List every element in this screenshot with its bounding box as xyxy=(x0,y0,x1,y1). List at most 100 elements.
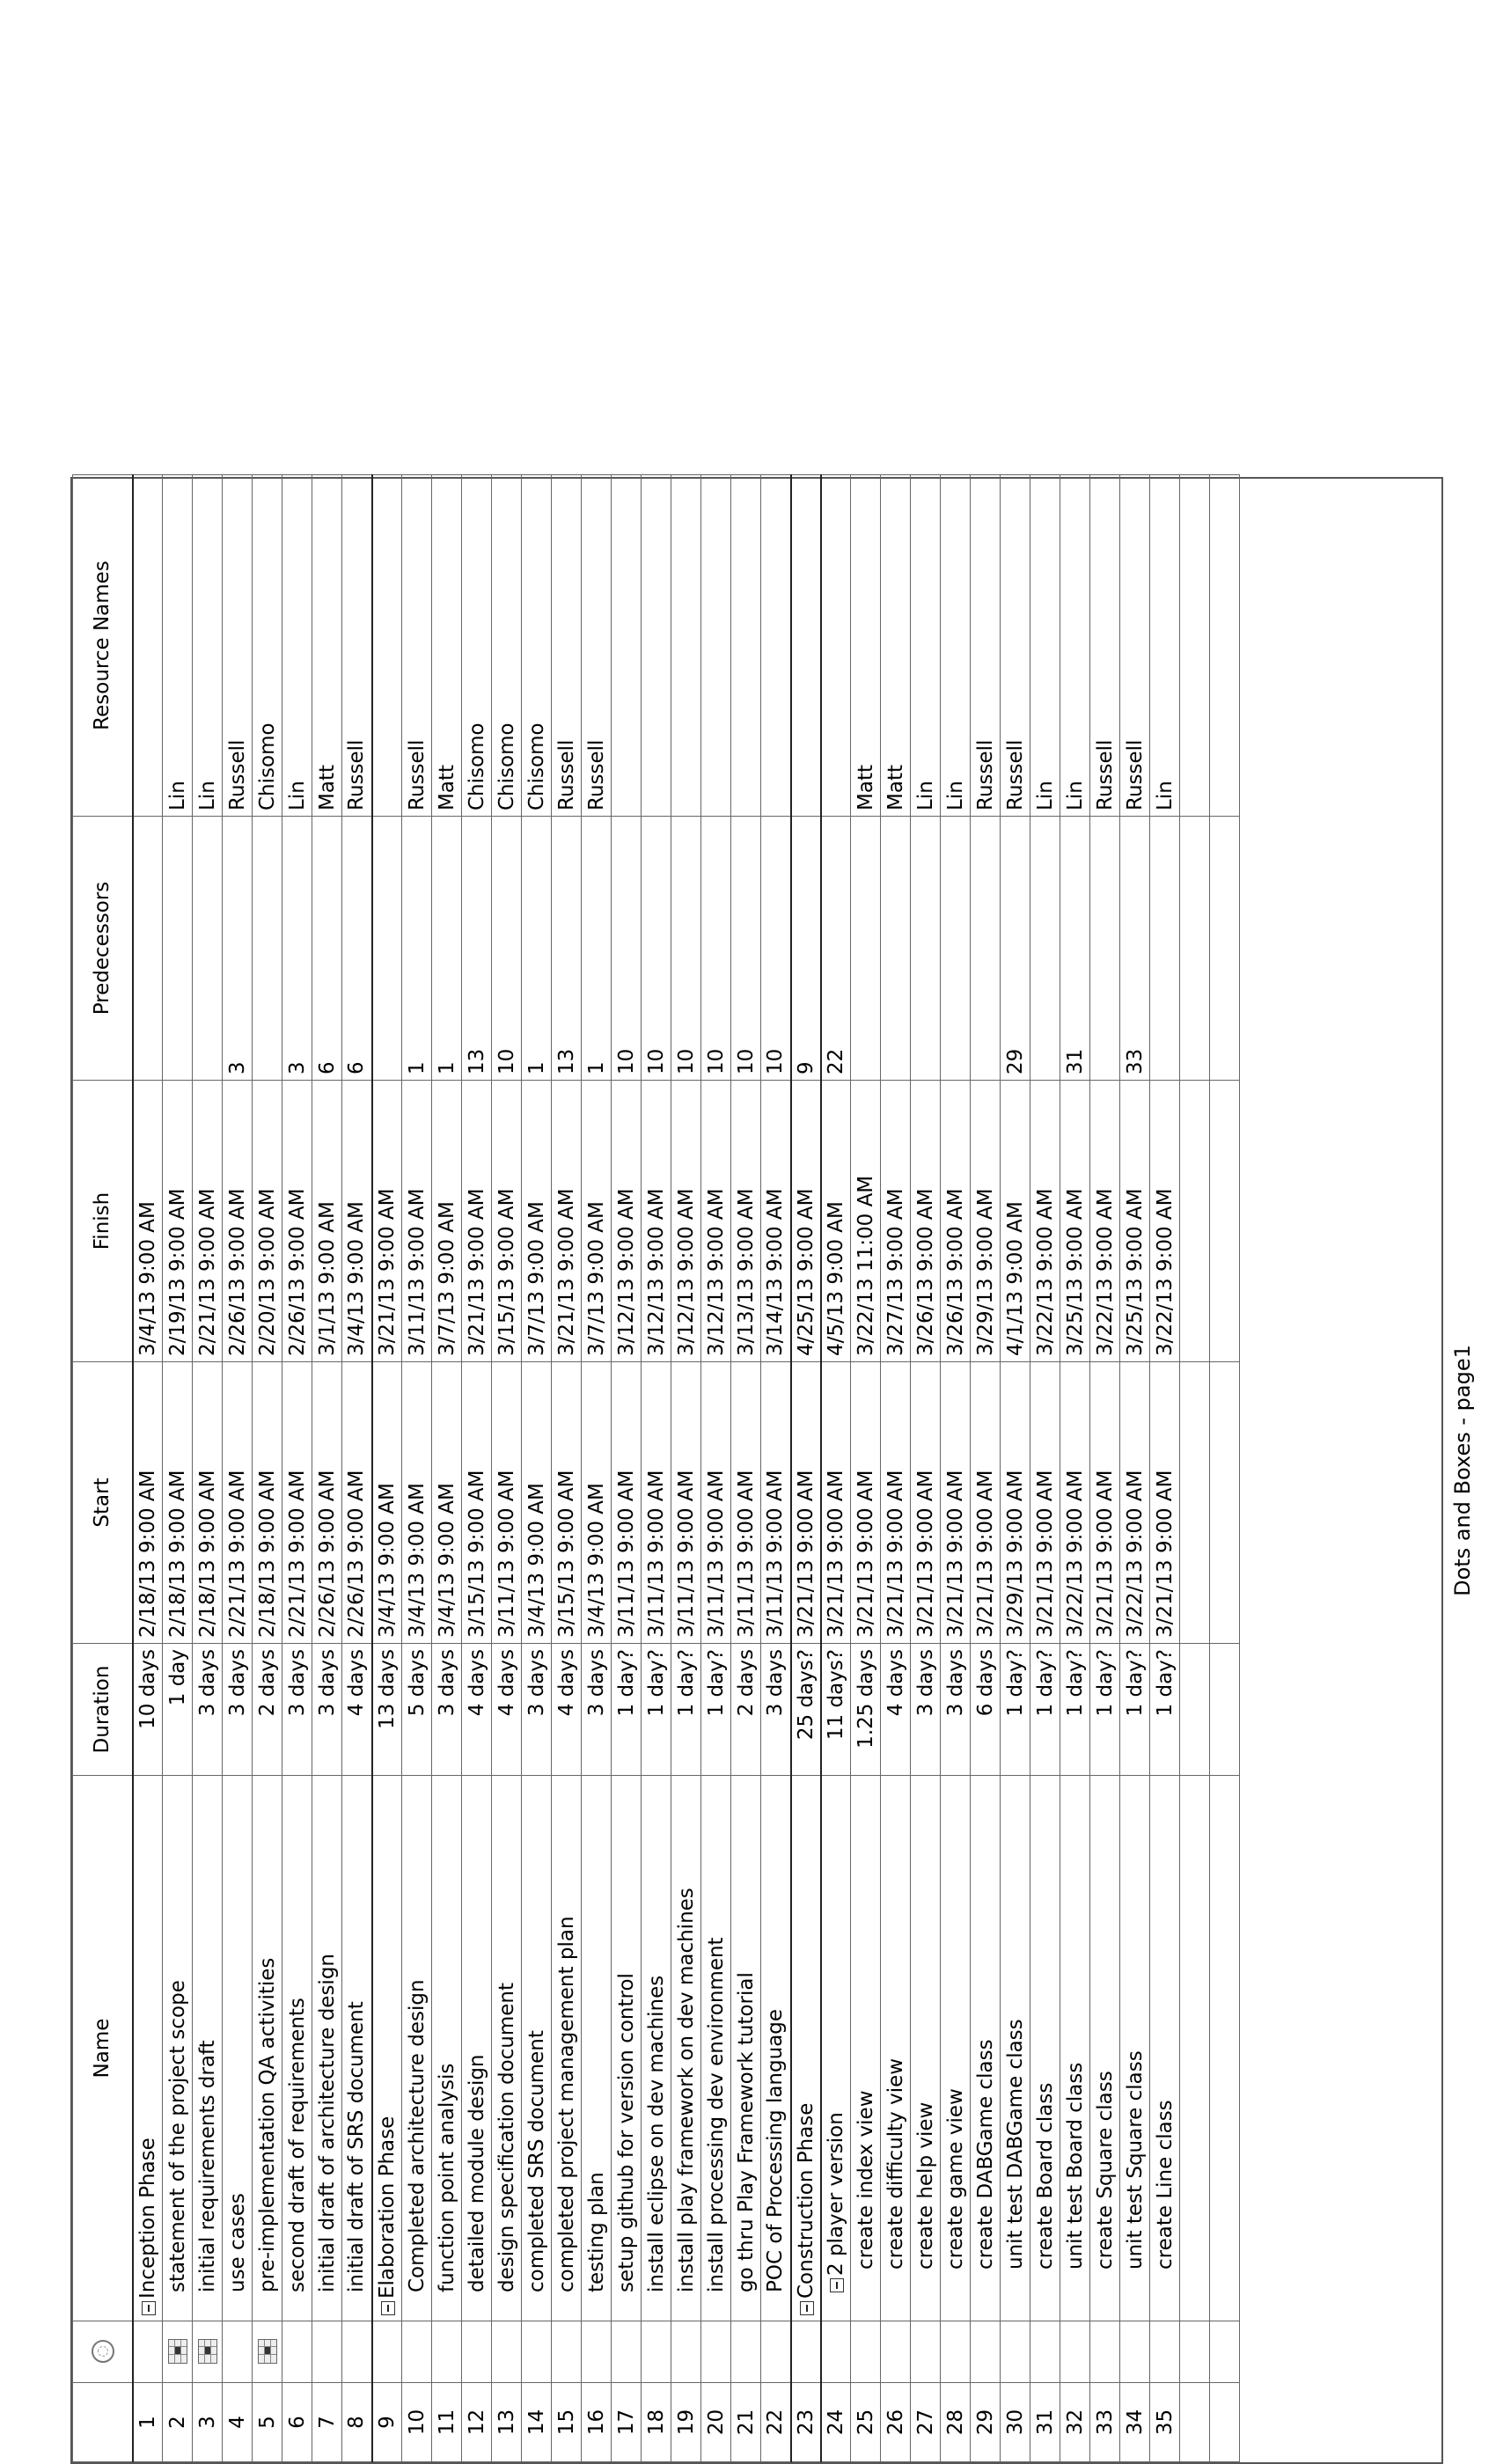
task-name: Construction Phase xyxy=(794,2102,818,2299)
indicator-cell xyxy=(850,2321,881,2383)
indicator-cell xyxy=(790,2321,821,2383)
table-row[interactable]: 14 completed SRS document 3 days 3/4/13 9:0… xyxy=(521,474,552,2462)
table-row[interactable]: 7 initial draft of architecture design 3 d… xyxy=(312,474,342,2462)
indicator-cell xyxy=(431,2321,462,2383)
header-row: Name Duration Start Finish Predecessors … xyxy=(72,474,133,2462)
task-duration-cell: 4 days xyxy=(341,1643,372,1776)
table-row[interactable]: 20 install processing dev environment 1 da… xyxy=(700,474,731,2462)
collapse-toggle-icon[interactable] xyxy=(380,2301,395,2315)
task-duration-cell: 1 day? xyxy=(641,1643,671,1776)
table-row[interactable]: 11 function point analysis 3 days 3/4/13 9:… xyxy=(431,474,462,2462)
collapse-toggle-icon[interactable] xyxy=(799,2301,814,2315)
indicator-cell xyxy=(132,2321,163,2383)
page-footer: Dots and Boxes - page1 xyxy=(1450,1345,1475,1596)
task-predecessors-cell: 10 xyxy=(700,816,731,1081)
table-row[interactable]: 23 Construction Phase 25 days? 3/21/13 9:00… xyxy=(790,474,821,2462)
task-resources-cell: Russell xyxy=(401,474,432,817)
table-row[interactable]: 31 create Board class 1 day? 3/21/13 9:00 A… xyxy=(1030,474,1060,2462)
notes-indicator-icon[interactable] xyxy=(168,2339,187,2365)
task-name: create DABGame class xyxy=(973,2039,997,2270)
blank-row xyxy=(1209,474,1240,2462)
table-row[interactable]: 13 design specification document 4 days 3/1… xyxy=(491,474,522,2462)
table-row[interactable]: 22 POC of Processing language 3 days 3/11/1… xyxy=(760,474,791,2462)
task-name: Elaboration Phase xyxy=(375,2116,399,2299)
task-duration-cell: 13 days xyxy=(371,1643,402,1776)
indicator-cell xyxy=(1060,2321,1090,2383)
table-row[interactable]: 26 create difficulty view 4 days 3/21/13 9:… xyxy=(880,474,911,2462)
table-row[interactable]: 27 create help view 3 days 3/21/13 9:00 AM 3… xyxy=(910,474,941,2462)
task-start-cell: 3/21/13 9:00 AM xyxy=(970,1361,1001,1644)
task-predecessors-cell: 33 xyxy=(1119,816,1150,1081)
col-header-duration: Duration xyxy=(72,1643,133,1776)
task-duration-cell: 4 days xyxy=(551,1643,582,1776)
indicator-cell xyxy=(940,2321,971,2383)
task-resources-cell: Lin xyxy=(1060,474,1090,817)
task-name: create Board class xyxy=(1033,2082,1057,2270)
table-row[interactable]: 19 install play framework on dev machines… xyxy=(671,474,701,2462)
task-predecessors-cell: 1 xyxy=(431,816,462,1081)
table-row[interactable]: 32 unit test Board class 1 day? 3/22/13 9:0… xyxy=(1060,474,1090,2462)
task-name-cell: unit test Board class xyxy=(1060,1775,1090,2321)
table-row[interactable]: 33 create Square class 1 day? 3/21/13 9:00 … xyxy=(1089,474,1120,2462)
table-row[interactable]: 35 create Line class 1 day? 3/21/13 9:00 AM… xyxy=(1149,474,1180,2462)
table-row[interactable]: 16 testing plan 3 days 3/4/13 9:00 AM 3/7/13… xyxy=(581,474,612,2462)
task-id-cell: 13 xyxy=(491,2382,522,2462)
table-row[interactable]: 2 statement of the project scope 1 day 2/18… xyxy=(162,474,193,2462)
blank-cell xyxy=(1209,2382,1240,2462)
table-row[interactable]: 18 install eclipse on dev machines 1 day? 3… xyxy=(641,474,671,2462)
col-header-resources: Resource Names xyxy=(72,474,133,817)
table-row[interactable]: 4 use cases 3 days 2/21/13 9:00 AM 2/26/13 9… xyxy=(222,474,253,2462)
task-name-cell: create index view xyxy=(850,1775,881,2321)
notes-indicator-icon[interactable] xyxy=(198,2339,217,2365)
task-start-cell: 3/22/13 9:00 AM xyxy=(1060,1361,1090,1644)
table-row[interactable]: 17 setup github for version control 1 day?… xyxy=(611,474,642,2462)
task-finish-cell: 3/22/13 9:00 AM xyxy=(1030,1080,1060,1362)
table-row[interactable]: 6 second draft of requirements 3 days 2/21/… xyxy=(282,474,312,2462)
table-row[interactable]: 34 unit test Square class 1 day? 3/22/13 9:… xyxy=(1119,474,1150,2462)
task-finish-cell: 2/26/13 9:00 AM xyxy=(222,1080,253,1362)
task-id-cell: 15 xyxy=(551,2382,582,2462)
task-duration-cell: 3 days xyxy=(192,1643,223,1776)
task-predecessors-cell: 13 xyxy=(551,816,582,1081)
task-predecessors-cell: 6 xyxy=(341,816,372,1081)
table-row[interactable]: 3 initial requirements draft 3 days 2/18/13… xyxy=(192,474,223,2462)
task-duration-cell: 25 days? xyxy=(790,1643,821,1776)
table-row[interactable]: 1 Inception Phase 10 days 2/18/13 9:00 AM 3/… xyxy=(132,474,163,2462)
table-row[interactable]: 12 detailed module design 4 days 3/15/13 9:… xyxy=(461,474,492,2462)
task-name: create game view xyxy=(943,2088,967,2270)
table-row[interactable]: 29 create DABGame class 6 days 3/21/13 9:00… xyxy=(970,474,1001,2462)
task-finish-cell: 4/25/13 9:00 AM xyxy=(790,1080,821,1362)
table-row[interactable]: 24 2 player version 11 days? 3/21/13 9:00 A… xyxy=(820,474,851,2462)
task-start-cell: 3/22/13 9:00 AM xyxy=(1119,1361,1150,1644)
task-resources-cell: Chisomo xyxy=(461,474,492,817)
task-name-cell: create Line class xyxy=(1149,1775,1180,2321)
table-row[interactable]: 10 Completed architecture design 5 days 3/4… xyxy=(401,474,432,2462)
table-row[interactable]: 5 pre-implementation QA activities 2 days 2… xyxy=(252,474,282,2462)
indicator-cell xyxy=(671,2321,701,2383)
task-name: unit test DABGame class xyxy=(1003,2019,1027,2270)
collapse-toggle-icon[interactable] xyxy=(829,2278,844,2292)
collapse-toggle-icon[interactable] xyxy=(141,2301,156,2315)
task-predecessors-cell: 10 xyxy=(671,816,701,1081)
task-predecessors-cell: 1 xyxy=(521,816,552,1081)
task-start-cell: 3/21/13 9:00 AM xyxy=(910,1361,941,1644)
table-row[interactable]: 28 create game view 3 days 3/21/13 9:00 AM 3… xyxy=(940,474,971,2462)
blank-cell xyxy=(1179,474,1210,817)
table-row[interactable]: 25 create index view 1.25 days 3/21/13 9:00… xyxy=(850,474,881,2462)
blank-cell xyxy=(1209,816,1240,1081)
indicator-cell xyxy=(611,2321,642,2383)
notes-indicator-icon[interactable] xyxy=(258,2339,277,2365)
table-row[interactable]: 30 unit test DABGame class 1 day? 3/29/13 9… xyxy=(1000,474,1030,2462)
blank-row xyxy=(1179,474,1210,2462)
table-row[interactable]: 15 completed project management plan 4 day… xyxy=(551,474,582,2462)
table-row[interactable]: 8 initial draft of SRS document 4 days 2/26… xyxy=(341,474,372,2462)
table-row[interactable]: 9 Elaboration Phase 13 days 3/4/13 9:00 AM 3… xyxy=(371,474,402,2462)
task-resources-cell: Matt xyxy=(850,474,881,817)
task-start-cell: 3/21/13 9:00 AM xyxy=(940,1361,971,1644)
task-resources-cell xyxy=(132,474,163,817)
task-predecessors-cell xyxy=(132,816,163,1081)
table-row[interactable]: 21 go thru Play Framework tutorial 2 days 3… xyxy=(730,474,761,2462)
indicator-cell xyxy=(1149,2321,1180,2383)
task-start-cell: 3/4/13 9:00 AM xyxy=(521,1361,552,1644)
task-id-cell: 11 xyxy=(431,2382,462,2462)
